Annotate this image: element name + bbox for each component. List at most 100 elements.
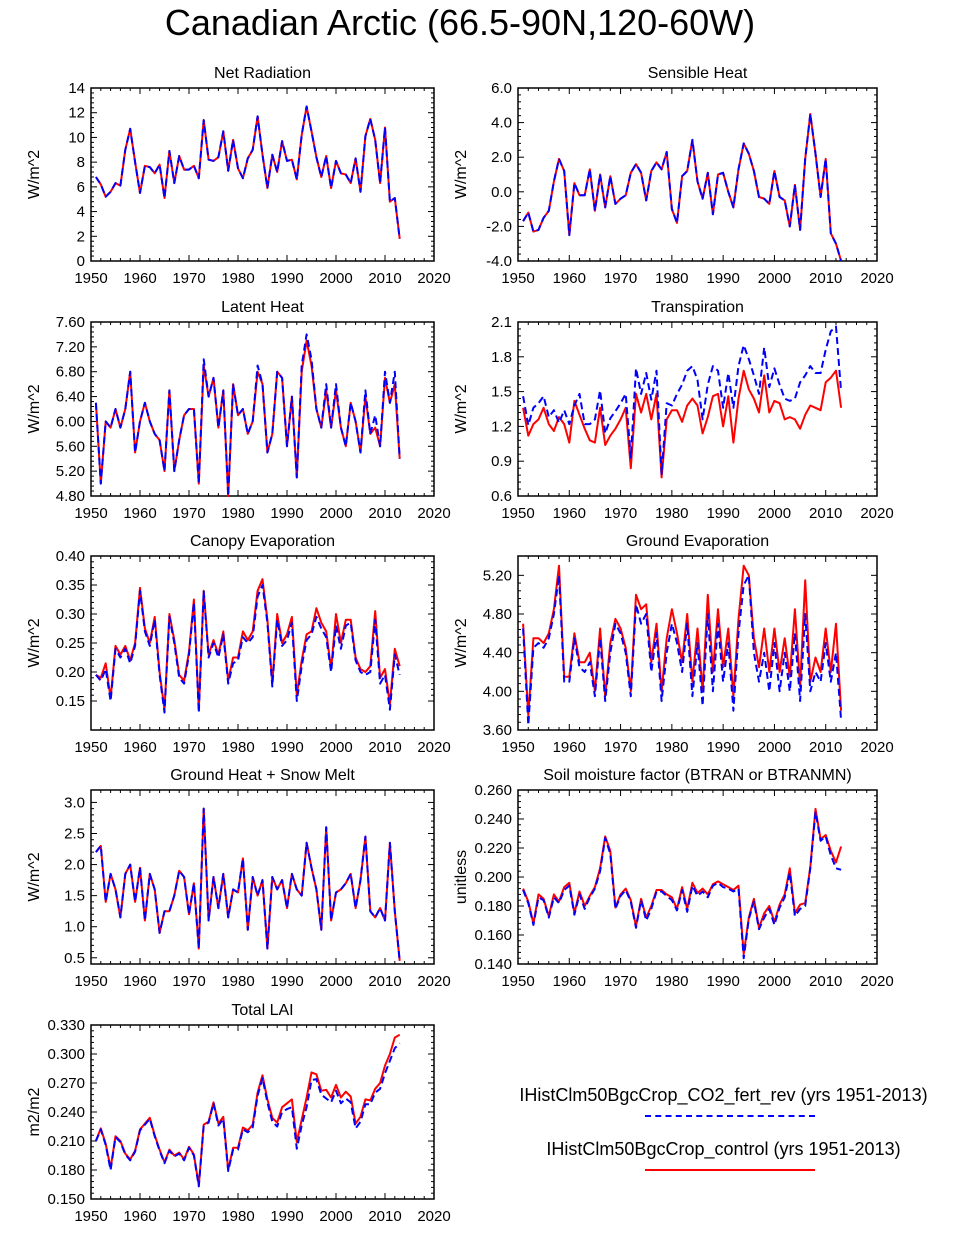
x-tick-label: 1960: [553, 739, 586, 756]
chart-panel: Ground Evaporation W/m^2 1950 1960 1970 1980 1…: [453, 533, 894, 756]
y-tick-label: 5.20: [483, 567, 512, 584]
x-tick-label: 1990: [706, 505, 739, 522]
x-tick-label: 1970: [604, 739, 637, 756]
x-tick-label: 1950: [501, 739, 534, 756]
y-tick-label: 0.150: [47, 1191, 85, 1208]
y-tick-label: 4.40: [483, 645, 512, 662]
figure-title: Canadian Arctic (66.5-90N,120-60W): [164, 2, 756, 43]
y-tick-label: -2.0: [486, 218, 512, 235]
x-tick-label: 1990: [270, 973, 303, 990]
y-axis-label: W/m^2: [26, 618, 43, 667]
x-tick-label: 1970: [604, 973, 637, 990]
series-line-co2-fert-rev: [522, 574, 843, 727]
x-tick-label: 1960: [553, 270, 586, 287]
y-tick-label: 0.40: [56, 548, 85, 565]
y-axis-label: W/m^2: [453, 384, 470, 433]
y-tick-label: 0.270: [47, 1075, 85, 1092]
x-tick-label: 1970: [172, 739, 205, 756]
y-tick-label: 10: [68, 129, 85, 146]
y-tick-label: 6.00: [56, 413, 85, 430]
y-axis-label: W/m^2: [26, 852, 43, 901]
y-tick-label: 1.8: [491, 349, 512, 366]
y-tick-label: 2.5: [64, 826, 85, 843]
x-tick-label: 1950: [501, 973, 534, 990]
chart-panel: Latent Heat W/m^2 1950 1960 1970 1980 1990 2000…: [26, 299, 451, 522]
y-tick-label: 0.140: [474, 956, 512, 973]
x-tick-label: 2000: [758, 505, 791, 522]
x-tick-label: 1950: [501, 270, 534, 287]
x-tick-label: 1950: [74, 739, 107, 756]
x-tick-label: 1970: [172, 270, 205, 287]
chart-panel: Ground Heat + Snow Melt W/m^2 1950 1960 1970…: [26, 767, 451, 990]
x-tick-label: 1960: [553, 505, 586, 522]
x-tick-label: 1960: [123, 505, 156, 522]
y-tick-label: 4: [77, 204, 85, 221]
x-tick-label: 1990: [706, 270, 739, 287]
x-tick-label: 1970: [172, 1208, 205, 1225]
series-line-co2-fert-rev: [522, 113, 843, 262]
plot-frame: [517, 321, 878, 497]
x-tick-label: 1960: [553, 973, 586, 990]
y-axis-label: W/m^2: [26, 150, 43, 199]
y-tick-label: 0.6: [491, 488, 512, 505]
series-line-co2-fert-rev: [95, 584, 401, 714]
panel-title: Total LAI: [231, 1002, 293, 1019]
x-tick-label: 1980: [655, 270, 688, 287]
y-tick-label: 0.300: [47, 1046, 85, 1063]
y-tick-label: 6.40: [56, 389, 85, 406]
panel-title: Ground Evaporation: [626, 533, 769, 550]
y-tick-label: 3.0: [64, 794, 85, 811]
y-tick-label: 1.5: [64, 888, 85, 905]
y-tick-label: 1.2: [491, 418, 512, 435]
y-tick-label: 0.0: [491, 184, 512, 201]
x-tick-label: 2020: [417, 505, 450, 522]
y-axis-label: W/m^2: [453, 618, 470, 667]
x-tick-label: 1990: [270, 270, 303, 287]
legend-entry-control: IHistClm50BgcCrop_control (yrs 1951-2013…: [480, 1139, 967, 1181]
x-tick-label: 1980: [221, 973, 254, 990]
y-axis-label: unitless: [453, 850, 470, 904]
x-tick-label: 2010: [368, 270, 401, 287]
legend-swatch-dashed: [645, 1115, 815, 1117]
series-line-co2-fert-rev: [522, 810, 842, 960]
y-tick-label: 0.20: [56, 664, 85, 681]
plot-frame: [90, 87, 435, 262]
plot-frame: [517, 87, 878, 262]
x-tick-label: 2000: [319, 505, 352, 522]
y-tick-label: 7.60: [56, 314, 85, 331]
y-tick-label: 0.330: [47, 1017, 85, 1034]
x-tick-label: 2020: [417, 739, 450, 756]
x-tick-label: 1980: [655, 505, 688, 522]
x-tick-label: 2000: [758, 270, 791, 287]
y-tick-label: 12: [68, 105, 85, 122]
x-tick-label: 2020: [860, 270, 893, 287]
x-tick-label: 1970: [604, 505, 637, 522]
x-tick-label: 1990: [270, 1208, 303, 1225]
x-tick-label: 1980: [221, 1208, 254, 1225]
x-tick-label: 1980: [221, 270, 254, 287]
legend: IHistClm50BgcCrop_CO2_fert_rev (yrs 1951…: [480, 1085, 967, 1181]
legend-entry-co2-fert-rev: IHistClm50BgcCrop_CO2_fert_rev (yrs 1951…: [480, 1085, 967, 1127]
legend-swatch-solid: [645, 1169, 815, 1171]
y-tick-label: 4.0: [491, 115, 512, 132]
y-tick-label: 5.60: [56, 438, 85, 455]
y-tick-label: 0.210: [47, 1133, 85, 1150]
y-tick-label: 2: [77, 228, 85, 245]
chart-panel: Transpiration W/m^2 1950 1960 1970 1980 1990 20…: [453, 299, 894, 522]
x-tick-label: 2000: [319, 739, 352, 756]
panel-title: Soil moisture factor (BTRAN or BTRANMN): [543, 767, 852, 784]
y-tick-label: 1.0: [64, 919, 85, 936]
series-line-co2-fert-rev: [94, 1042, 401, 1188]
y-tick-label: 0.240: [47, 1104, 85, 1121]
series-line-control: [522, 807, 843, 955]
x-tick-label: 1950: [74, 973, 107, 990]
series-line-co2-fert-rev: [94, 333, 401, 497]
y-tick-label: 0.30: [56, 606, 85, 623]
y-tick-label: 5.20: [56, 463, 85, 480]
y-tick-label: 8: [77, 154, 85, 171]
y-tick-label: 0.240: [474, 811, 512, 828]
plot-frame: [517, 555, 878, 731]
y-tick-label: 2.0: [491, 149, 512, 166]
series-line-control: [522, 113, 843, 262]
